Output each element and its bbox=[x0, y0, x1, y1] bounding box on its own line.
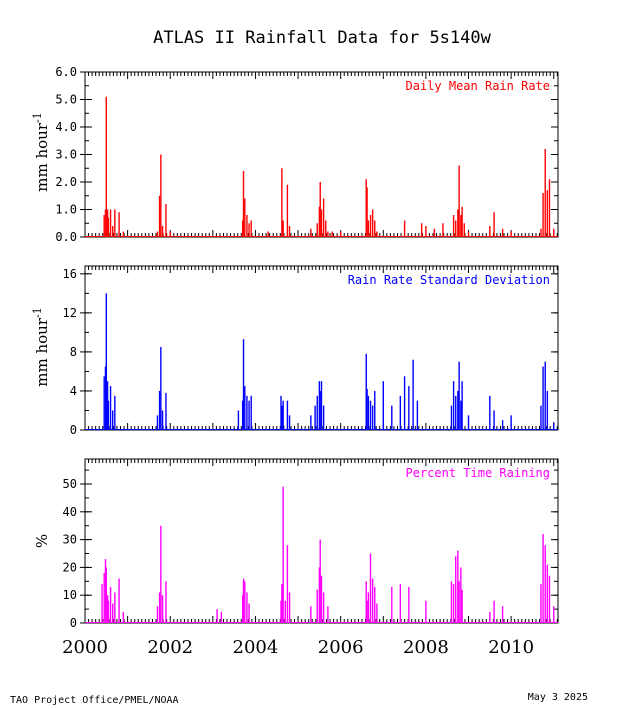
y-tick-label: 8 bbox=[70, 345, 77, 359]
chart-title: ATLAS II Rainfall Data for 5s140w bbox=[153, 28, 492, 48]
y-tick-label: 50 bbox=[63, 477, 77, 491]
y-tick-label: 0 bbox=[70, 616, 77, 630]
y-tick-label: 1.0 bbox=[55, 203, 77, 217]
y-tick-label: 5.0 bbox=[55, 93, 77, 107]
x-tick-label: 2000 bbox=[62, 637, 108, 658]
y-tick-label: 2.0 bbox=[55, 175, 77, 189]
y-axis-label-superscript: -1 bbox=[31, 112, 44, 123]
y-tick-label: 6.0 bbox=[55, 65, 77, 79]
y-tick-label: 0.0 bbox=[55, 230, 77, 244]
y-axis-label: % bbox=[33, 534, 51, 548]
y-tick-label: 3.0 bbox=[55, 148, 77, 162]
y-tick-label: 30 bbox=[63, 533, 77, 547]
y-tick-label: 4 bbox=[70, 384, 77, 398]
panel-label: Daily Mean Rain Rate bbox=[406, 79, 551, 93]
panel-label: Rain Rate Standard Deviation bbox=[348, 273, 550, 287]
y-tick-label: 20 bbox=[63, 560, 77, 574]
y-axis-label: mm hour-1 bbox=[31, 112, 51, 191]
x-tick-label: 2008 bbox=[403, 637, 449, 658]
y-tick-label: 4.0 bbox=[55, 120, 77, 134]
y-axis-label-superscript: -1 bbox=[31, 307, 44, 318]
footer-date: May 3 2025 bbox=[528, 692, 588, 703]
x-tick-label: 2010 bbox=[488, 637, 534, 658]
x-tick-label: 2006 bbox=[318, 637, 364, 658]
x-tick-label: 2002 bbox=[147, 637, 193, 658]
y-tick-label: 10 bbox=[63, 588, 77, 602]
y-tick-label: 12 bbox=[63, 306, 77, 320]
y-tick-label: 40 bbox=[63, 505, 77, 519]
x-tick-label: 2004 bbox=[233, 637, 279, 658]
y-tick-label: 16 bbox=[63, 267, 77, 281]
panel-label: Percent Time Raining bbox=[406, 466, 551, 480]
y-tick-label: 0 bbox=[70, 423, 77, 437]
panel-percent-time-raining: 0 10 20 30 40 50% Percent Time Raining 2000 2002… bbox=[33, 458, 559, 658]
panel-rain-rate-std-dev: 0 4 8 12 16 mm hour-1 Rain Rate Standard Devia… bbox=[31, 265, 559, 437]
footer-credit: TAO Project Office/PMEL/NOAA bbox=[10, 695, 179, 706]
panel-daily-mean-rain-rate: 0.0 1.0 2.0 3.0 4.0 5.0 6.0 mm hour-1 Daily Mean… bbox=[31, 65, 559, 244]
y-axis-label: mm hour-1 bbox=[31, 307, 51, 386]
